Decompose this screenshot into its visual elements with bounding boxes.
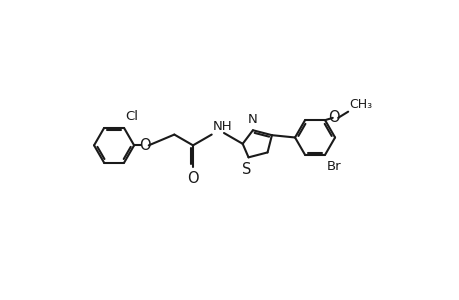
Text: NH: NH: [213, 120, 232, 133]
Text: Cl: Cl: [125, 110, 138, 123]
Text: N: N: [247, 112, 257, 126]
Text: O: O: [139, 138, 151, 153]
Text: O: O: [187, 171, 198, 186]
Text: CH₃: CH₃: [348, 98, 371, 111]
Text: O: O: [328, 110, 339, 125]
Text: S: S: [242, 162, 251, 177]
Text: Br: Br: [326, 160, 341, 173]
